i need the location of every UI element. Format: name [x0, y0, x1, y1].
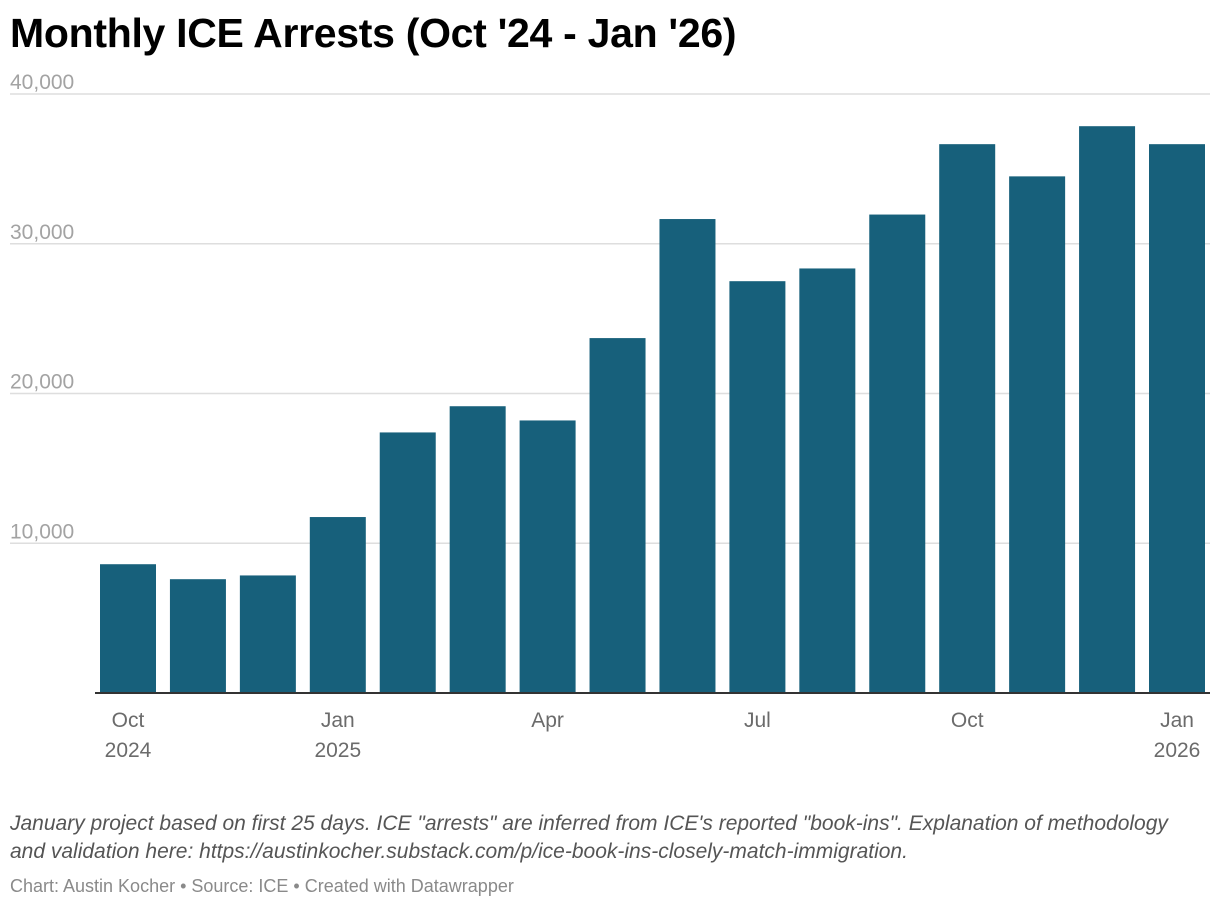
bars — [100, 126, 1205, 694]
chart-title: Monthly ICE Arrests (Oct '24 - Jan '26) — [10, 10, 737, 56]
bar — [589, 338, 646, 693]
x-tick-month: Oct — [112, 709, 145, 732]
bar — [169, 579, 226, 693]
y-tick-label: 30,000 — [10, 221, 74, 244]
y-tick-label: 20,000 — [10, 371, 74, 394]
bar — [939, 144, 996, 693]
y-tick-label: 10,000 — [10, 520, 74, 543]
x-axis-ticks: Oct 2024 Jan 2025 Apr Jul Oct Jan 2026 — [105, 709, 1201, 762]
y-axis-ticks: 10,000 20,000 30,000 40,000 — [10, 71, 74, 543]
bar — [1009, 176, 1066, 694]
bar-chart: 10,000 20,000 30,000 40,000 Oct 2024 Jan 2025 A… — [10, 71, 1210, 762]
bar — [729, 281, 786, 693]
x-tick-month: Jan — [1160, 709, 1194, 732]
bar — [449, 406, 506, 693]
bar — [1149, 144, 1205, 693]
credit-line: Chart: Austin Kocher • Source: ICE • Cre… — [10, 876, 514, 896]
bar — [239, 575, 296, 693]
x-tick-month: Oct — [951, 709, 984, 732]
x-tick-month: Jan — [321, 709, 355, 732]
footnote: January project based on first 25 days. … — [10, 812, 1168, 863]
x-tick-year: 2026 — [1154, 739, 1201, 762]
bar — [379, 432, 436, 693]
bar — [519, 420, 576, 693]
bar — [659, 219, 716, 693]
x-tick-month: Apr — [531, 709, 564, 732]
y-tick-label: 40,000 — [10, 71, 74, 94]
bar — [869, 214, 926, 693]
x-tick-month: Jul — [744, 709, 771, 732]
x-tick-year: 2024 — [105, 739, 152, 762]
bar — [309, 517, 366, 693]
bar — [1079, 126, 1136, 694]
bar — [799, 268, 856, 693]
bar — [100, 564, 156, 693]
x-tick-year: 2025 — [314, 739, 361, 762]
